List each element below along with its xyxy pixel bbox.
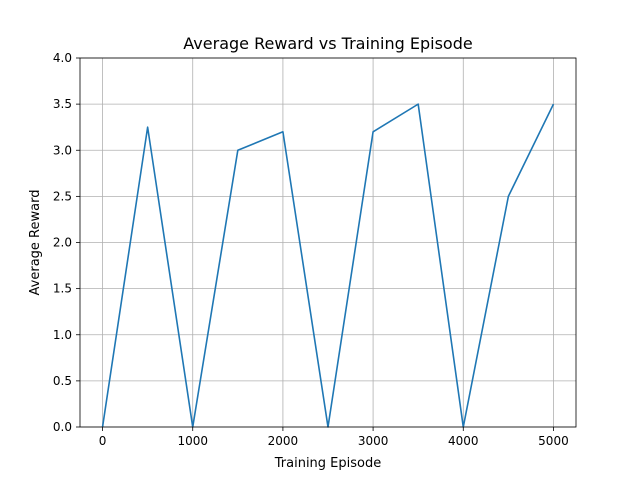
x-tick-label: 3000 <box>358 434 389 448</box>
x-axis-ticks: 0 1000 2000 3000 4000 5000 <box>99 427 569 448</box>
y-tick-label: 3.5 <box>53 97 72 111</box>
series-layer <box>101 103 555 428</box>
x-tick-label: 0 <box>99 434 107 448</box>
x-tick-label: 2000 <box>268 434 299 448</box>
x-tick-label: 1000 <box>177 434 208 448</box>
y-tick-label: 2.0 <box>53 236 72 250</box>
x-tick-label: 4000 <box>448 434 479 448</box>
y-tick-label: 0.5 <box>53 374 72 388</box>
y-tick-label: 1.0 <box>53 328 72 342</box>
grid-lines <box>80 57 576 428</box>
y-tick-label: 0.0 <box>53 420 72 434</box>
y-tick-label: 1.5 <box>53 282 72 296</box>
y-axis-ticks: 0.0 0.5 1.0 1.5 2.0 2.5 3.0 3.5 4.0 <box>53 51 80 434</box>
chart-title: Average Reward vs Training Episode <box>183 34 472 53</box>
y-axis-label: Average Reward <box>28 190 43 296</box>
y-tick-label: 2.5 <box>53 189 72 203</box>
y-tick-label: 4.0 <box>53 51 72 65</box>
y-tick-label: 3.0 <box>53 143 72 157</box>
series-line <box>101 103 555 428</box>
x-axis-label: Training Episode <box>274 456 381 471</box>
x-tick-label: 5000 <box>538 434 569 448</box>
